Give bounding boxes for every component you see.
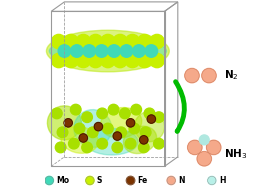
Circle shape	[154, 112, 164, 122]
Circle shape	[125, 34, 140, 49]
Circle shape	[64, 34, 78, 49]
Circle shape	[64, 53, 78, 68]
Circle shape	[120, 108, 130, 119]
Circle shape	[113, 34, 127, 49]
Circle shape	[52, 108, 62, 119]
Circle shape	[126, 176, 135, 185]
Circle shape	[69, 138, 79, 149]
Circle shape	[139, 142, 149, 153]
Circle shape	[150, 34, 164, 49]
Ellipse shape	[47, 106, 81, 140]
Circle shape	[208, 176, 216, 185]
Circle shape	[74, 123, 85, 134]
Circle shape	[199, 135, 209, 145]
Circle shape	[76, 53, 90, 68]
Ellipse shape	[123, 126, 157, 154]
Circle shape	[71, 104, 81, 115]
Circle shape	[125, 138, 136, 149]
Circle shape	[76, 34, 90, 49]
Circle shape	[113, 132, 122, 140]
Circle shape	[101, 34, 115, 49]
Circle shape	[95, 45, 108, 57]
Ellipse shape	[49, 38, 166, 64]
Circle shape	[113, 53, 127, 68]
Circle shape	[108, 45, 120, 57]
Circle shape	[64, 119, 72, 127]
Circle shape	[133, 45, 145, 57]
Circle shape	[97, 108, 108, 119]
Ellipse shape	[61, 126, 98, 153]
Ellipse shape	[134, 112, 165, 142]
Ellipse shape	[74, 110, 112, 147]
Circle shape	[88, 53, 103, 68]
Circle shape	[82, 112, 92, 122]
Text: N$_2$: N$_2$	[224, 69, 239, 83]
Circle shape	[71, 45, 83, 57]
Circle shape	[145, 45, 158, 57]
Circle shape	[94, 122, 102, 131]
Circle shape	[79, 134, 87, 142]
Circle shape	[197, 152, 211, 166]
Ellipse shape	[85, 129, 138, 155]
Ellipse shape	[101, 108, 142, 138]
Circle shape	[82, 142, 92, 153]
Circle shape	[147, 115, 155, 123]
Circle shape	[137, 53, 152, 68]
Circle shape	[144, 108, 155, 119]
Circle shape	[112, 142, 123, 153]
Circle shape	[131, 104, 141, 115]
Circle shape	[88, 34, 103, 49]
Circle shape	[45, 176, 53, 185]
Circle shape	[116, 127, 126, 138]
Circle shape	[167, 176, 175, 185]
Circle shape	[52, 34, 66, 49]
Circle shape	[58, 45, 71, 57]
Circle shape	[86, 176, 94, 185]
Circle shape	[57, 127, 68, 138]
Circle shape	[154, 138, 164, 149]
Circle shape	[137, 34, 152, 49]
Circle shape	[102, 123, 113, 134]
Circle shape	[83, 45, 95, 57]
Circle shape	[140, 127, 151, 138]
Text: S: S	[97, 176, 102, 185]
Text: H: H	[219, 176, 225, 185]
Circle shape	[140, 136, 148, 144]
Circle shape	[108, 104, 119, 115]
Text: Mo: Mo	[56, 176, 69, 185]
Circle shape	[202, 68, 216, 83]
Circle shape	[125, 53, 140, 68]
Text: N: N	[178, 176, 185, 185]
Circle shape	[188, 140, 202, 155]
Text: NH$_3$: NH$_3$	[224, 147, 248, 161]
Circle shape	[120, 45, 133, 57]
Circle shape	[207, 140, 221, 155]
Text: Fe: Fe	[137, 176, 148, 185]
Circle shape	[126, 119, 135, 127]
Circle shape	[185, 68, 199, 83]
Circle shape	[52, 53, 66, 68]
Ellipse shape	[46, 30, 169, 72]
Circle shape	[150, 53, 164, 68]
Circle shape	[129, 123, 140, 134]
Circle shape	[87, 127, 98, 138]
Circle shape	[101, 53, 115, 68]
Circle shape	[97, 138, 108, 149]
Circle shape	[55, 142, 66, 153]
FancyArrowPatch shape	[176, 82, 184, 131]
